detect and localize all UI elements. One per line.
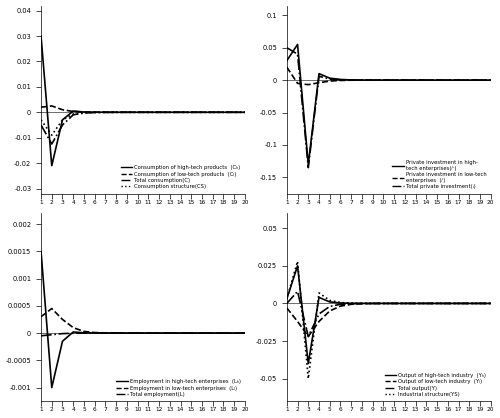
Legend: Consumption of high-tech products  (Cₕ), Consumption of low-tech products  (Cₗ),: Consumption of high-tech products (Cₕ), … xyxy=(119,164,242,191)
Legend: Employment in high-tech enterprises  (Lₕ), Employment in low-tech enterprises  (: Employment in high-tech enterprises (Lₕ)… xyxy=(114,378,242,398)
Legend: Private investment in high-
tech enterprises(ᵢʰ), Private investment in low-tech: Private investment in high- tech enterpr… xyxy=(390,158,488,191)
Legend: Output of high-tech industry  (Yₕ), Output of low-tech industry  (Yₗ), Total out: Output of high-tech industry (Yₕ), Outpu… xyxy=(383,372,488,398)
